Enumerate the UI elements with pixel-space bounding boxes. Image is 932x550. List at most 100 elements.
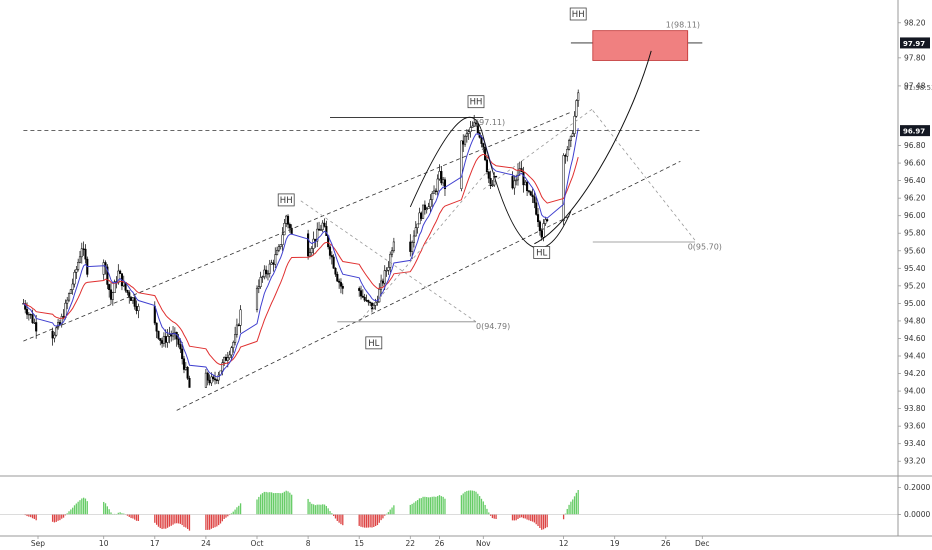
price-pane: 1(98.11)0(95.70)0(94.79)(97.11)HHHHHLHLH…	[22, 7, 722, 411]
price-tick-label: 95.60	[904, 246, 926, 255]
time-tick-label: 8	[306, 539, 311, 548]
candle-body	[234, 334, 237, 343]
candle-body	[172, 332, 175, 337]
time-tick-label: Sep	[31, 539, 45, 548]
candle-body	[522, 171, 525, 186]
candle-body	[137, 306, 140, 311]
candle-body	[206, 372, 209, 381]
candle-body	[573, 115, 576, 134]
candle-body	[336, 273, 339, 282]
candle-body	[310, 248, 313, 253]
target-zone	[592, 30, 689, 61]
candle-body	[515, 179, 518, 182]
candles	[22, 89, 580, 388]
time-tick-label: 22	[406, 539, 416, 548]
candle-body	[363, 296, 366, 301]
candle-body	[526, 181, 529, 192]
annotation-label: HL	[536, 249, 547, 259]
price-tick-label: 96.80	[904, 141, 926, 150]
fib-label: (97.11)	[476, 118, 505, 127]
candle-body	[84, 248, 87, 260]
time-tick-label: 17	[150, 539, 160, 548]
annotations: HH HH HL HL HH	[277, 7, 587, 350]
bar-countdown: 01:38:53	[904, 84, 932, 92]
candle-body	[226, 357, 229, 361]
series-line-0	[23, 153, 579, 366]
candle-body	[55, 327, 58, 336]
candle-body	[232, 342, 235, 349]
candle-body	[126, 290, 129, 293]
candle-body	[122, 282, 125, 287]
annotation-box	[569, 7, 587, 21]
candle-body	[133, 297, 136, 307]
candle-body	[166, 336, 169, 343]
time-tick-label: 26	[435, 539, 445, 548]
candle-body	[276, 249, 279, 255]
series-line-1	[23, 128, 579, 378]
candle-body	[469, 127, 472, 132]
candle-body	[223, 357, 226, 364]
time-tick-label: 19	[610, 539, 620, 548]
price-tick-label: 93.60	[904, 422, 926, 431]
candle-body	[438, 171, 441, 180]
price-tick-label: 95.40	[904, 264, 926, 273]
candle-body	[170, 334, 173, 337]
candle-body	[544, 219, 547, 224]
candle-body	[418, 212, 421, 225]
candle-body	[442, 179, 445, 184]
candle-body	[464, 135, 467, 145]
projection-down-line	[592, 110, 696, 241]
candle-body	[210, 376, 213, 384]
candle-body	[462, 140, 465, 145]
candle-body	[228, 354, 231, 358]
candle-body	[235, 324, 238, 335]
candle-body	[162, 336, 165, 344]
candle-body	[378, 288, 381, 303]
price-tag	[900, 125, 930, 137]
candle-body	[487, 171, 490, 179]
candle-body	[383, 270, 386, 284]
time-tick-label: Nov	[476, 539, 491, 548]
candle-body	[27, 313, 30, 316]
candle-body	[318, 228, 321, 231]
candle-body	[51, 330, 54, 339]
candle-body	[215, 379, 218, 381]
price-tick-label: 96.00	[904, 211, 926, 220]
candle-body	[341, 286, 344, 289]
price-tick-label: 95.00	[904, 299, 926, 308]
candle-body	[312, 238, 315, 249]
candle-body	[67, 293, 71, 301]
projection-up-line	[358, 167, 491, 323]
candle-body	[31, 314, 34, 323]
annotation-box	[365, 336, 383, 350]
candle-body	[66, 299, 69, 304]
annotation-label: HH	[280, 196, 293, 206]
candle-body	[266, 273, 269, 275]
arc-top	[409, 116, 484, 208]
time-tick-label: 15	[354, 539, 364, 548]
candle-body	[431, 193, 434, 200]
price-tick-label: 94.20	[904, 369, 926, 378]
candle-body	[381, 280, 384, 284]
candle-body	[268, 263, 271, 274]
price-tick-label: 97.80	[904, 53, 926, 62]
drawings: 1(98.11) 0(95.70) 0(94.79) (97.11)	[23, 21, 722, 411]
candle-body	[130, 297, 133, 301]
candle-body	[270, 262, 273, 265]
price-tick-label: 97.48	[904, 81, 926, 90]
candle-body	[412, 235, 415, 243]
candle-body	[380, 280, 383, 290]
fib-label: 0(94.79)	[476, 322, 510, 331]
candle-body	[434, 190, 437, 192]
candle-body	[564, 155, 567, 157]
candle-body	[467, 131, 470, 134]
candle-body	[279, 244, 282, 247]
candle-body	[286, 215, 290, 225]
channel-upper-line	[23, 111, 572, 342]
price-tick-label: 93.80	[904, 404, 926, 413]
candle-body	[111, 292, 114, 300]
candle-body	[204, 372, 207, 388]
candle-body	[316, 228, 319, 242]
